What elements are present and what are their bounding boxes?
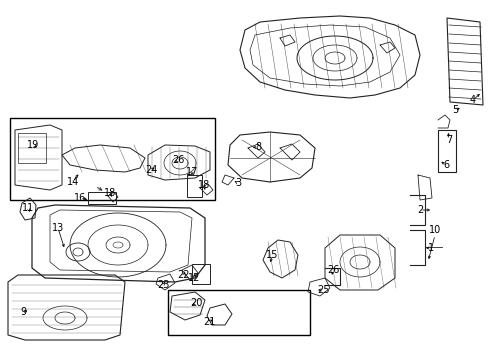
Bar [10, 118, 215, 200]
Text: 20: 20 [189, 298, 202, 308]
Text: 2: 2 [416, 205, 422, 215]
Text: 15: 15 [265, 250, 278, 260]
Text: 6: 6 [442, 160, 448, 170]
Text: 24: 24 [144, 165, 157, 175]
Text: 7: 7 [445, 135, 451, 145]
Text: 1: 1 [427, 243, 433, 253]
Text: 14: 14 [67, 177, 79, 187]
Bar [88, 192, 116, 204]
Text: 18: 18 [198, 180, 210, 190]
Text: 18: 18 [103, 188, 116, 198]
Bar [168, 290, 309, 335]
Bar [186, 175, 202, 197]
Text: 9: 9 [20, 307, 26, 317]
Text: 26: 26 [326, 265, 339, 275]
Bar [18, 133, 46, 163]
Text: 5: 5 [451, 105, 457, 115]
Text: 13: 13 [52, 223, 64, 233]
Text: 3: 3 [234, 178, 241, 188]
Text: 21: 21 [203, 317, 215, 327]
Text: 10: 10 [428, 225, 440, 235]
Text: 26: 26 [171, 155, 184, 165]
Text: 23: 23 [157, 280, 169, 290]
Text: 12: 12 [187, 273, 200, 283]
Text: 11: 11 [22, 203, 34, 213]
Text: 8: 8 [254, 142, 261, 152]
Text: 22: 22 [177, 270, 190, 280]
Bar [192, 264, 209, 284]
Text: 4: 4 [469, 95, 475, 105]
Text: 17: 17 [185, 167, 198, 177]
Bar [437, 130, 455, 172]
Text: 25: 25 [316, 285, 328, 295]
Text: 16: 16 [74, 193, 86, 203]
Text: 19: 19 [27, 140, 39, 150]
